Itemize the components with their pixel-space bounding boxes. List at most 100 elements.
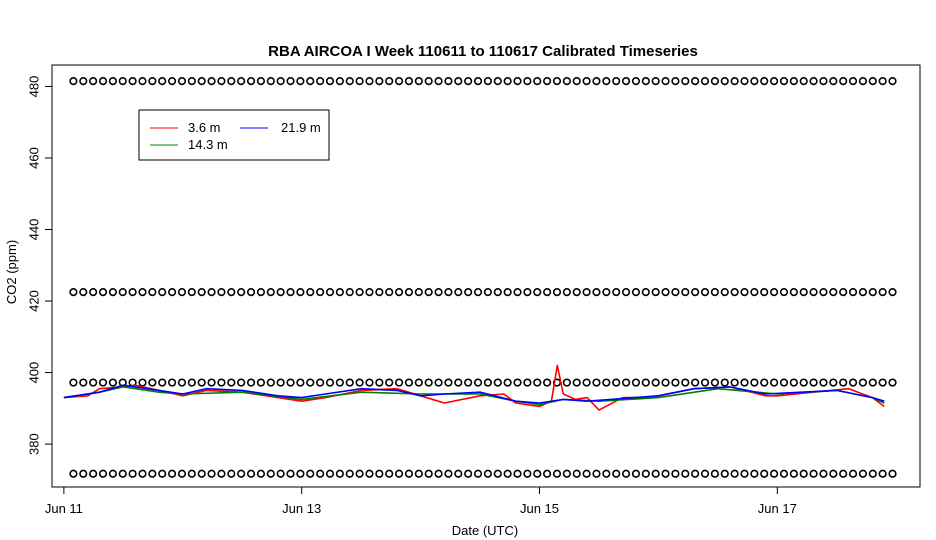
- calibration-point: [602, 76, 611, 86]
- calibration-point: [592, 287, 601, 297]
- calibration-point: [631, 287, 641, 297]
- calibration-point: [385, 378, 394, 387]
- calibration-point: [513, 76, 522, 86]
- calibration-point: [819, 287, 828, 297]
- marker-row-calibration-high: [69, 76, 897, 86]
- calibration-point: [385, 287, 394, 297]
- calibration-point: [434, 378, 443, 387]
- calibration-point: [473, 378, 483, 387]
- calibration-point: [276, 287, 285, 297]
- calibration-point: [414, 287, 423, 297]
- calibration-point: [306, 378, 315, 387]
- calibration-point: [750, 287, 759, 297]
- calibration-point: [661, 287, 670, 297]
- calibration-point: [325, 76, 335, 86]
- calibration-point: [434, 469, 443, 478]
- calibration-point: [493, 378, 502, 387]
- x-tick-label: Jun 13: [282, 501, 321, 516]
- calibration-point: [552, 287, 562, 297]
- calibration-point: [207, 287, 216, 297]
- calibration-point: [868, 76, 877, 86]
- calibration-point: [464, 378, 473, 387]
- calibration-point: [375, 76, 384, 86]
- calibration-point: [108, 76, 117, 86]
- calibration-point: [296, 287, 305, 297]
- calibration-point: [888, 76, 897, 86]
- calibration-point: [187, 378, 196, 387]
- calibration-point: [404, 76, 414, 86]
- calibration-point: [493, 469, 502, 478]
- calibration-point: [414, 469, 423, 478]
- series-line-21-9-m: [63, 384, 885, 404]
- calibration-point: [464, 76, 473, 86]
- calibration-point: [177, 469, 187, 478]
- calibration-point: [69, 378, 78, 387]
- calibration-point: [148, 469, 157, 478]
- calibration-point: [286, 287, 295, 297]
- calibration-point: [789, 378, 798, 387]
- calibration-point: [404, 287, 414, 297]
- calibration-point: [829, 469, 838, 478]
- calibration-point: [128, 287, 137, 297]
- calibration-point: [167, 378, 177, 387]
- calibration-point: [562, 378, 571, 387]
- calibration-point: [394, 76, 404, 86]
- calibration-point: [691, 378, 700, 387]
- calibration-point: [651, 287, 660, 297]
- calibration-point: [631, 378, 641, 387]
- calibration-point: [809, 469, 818, 478]
- calibration-point: [385, 76, 394, 86]
- calibration-point: [760, 378, 769, 387]
- calibration-point: [118, 287, 127, 297]
- calibration-point: [592, 469, 601, 478]
- x-tick-label: Jun 15: [520, 501, 559, 516]
- calibration-point: [316, 287, 325, 297]
- calibration-point: [89, 76, 98, 86]
- calibration-point: [98, 378, 108, 387]
- calibration-point: [355, 469, 364, 478]
- calibration-point: [138, 378, 147, 387]
- calibration-point: [710, 378, 719, 387]
- calibration-point: [691, 76, 700, 86]
- calibration-point: [394, 469, 404, 478]
- calibration-point: [503, 287, 512, 297]
- legend-box: [138, 109, 330, 161]
- calibration-point: [700, 378, 710, 387]
- calibration-point: [454, 76, 463, 86]
- calibration-point: [197, 76, 206, 86]
- calibration-point: [809, 287, 818, 297]
- calibration-point: [237, 76, 246, 86]
- calibration-point: [286, 378, 295, 387]
- calibration-point: [118, 76, 127, 86]
- calibration-point: [108, 378, 117, 387]
- calibration-point: [681, 76, 690, 86]
- calibration-point: [878, 469, 887, 478]
- calibration-point: [691, 469, 700, 478]
- calibration-point: [89, 469, 98, 478]
- calibration-point: [167, 287, 177, 297]
- series-line-14-3-m: [63, 386, 885, 406]
- calibration-point: [227, 76, 236, 86]
- calibration-point: [227, 378, 236, 387]
- calibration-point: [128, 76, 137, 86]
- calibration-point: [237, 469, 246, 478]
- calibration-point: [385, 469, 394, 478]
- calibration-point: [98, 287, 108, 297]
- calibration-point: [158, 76, 167, 86]
- calibration-point: [266, 469, 275, 478]
- calibration-point: [809, 378, 818, 387]
- calibration-point: [345, 287, 354, 297]
- calibration-point: [158, 378, 167, 387]
- calibration-point: [316, 76, 325, 86]
- calibration-point: [296, 469, 305, 478]
- calibration-point: [483, 469, 493, 478]
- calibration-point: [651, 469, 660, 478]
- calibration-point: [197, 287, 206, 297]
- calibration-point: [108, 469, 117, 478]
- calibration-point: [98, 469, 108, 478]
- calibration-point: [819, 76, 828, 86]
- calibration-point: [424, 76, 433, 86]
- calibration-point: [523, 76, 532, 86]
- legend-label-14-3m: 14.3 m: [188, 137, 228, 152]
- legend-label-21-9m: 21.9 m: [281, 120, 321, 135]
